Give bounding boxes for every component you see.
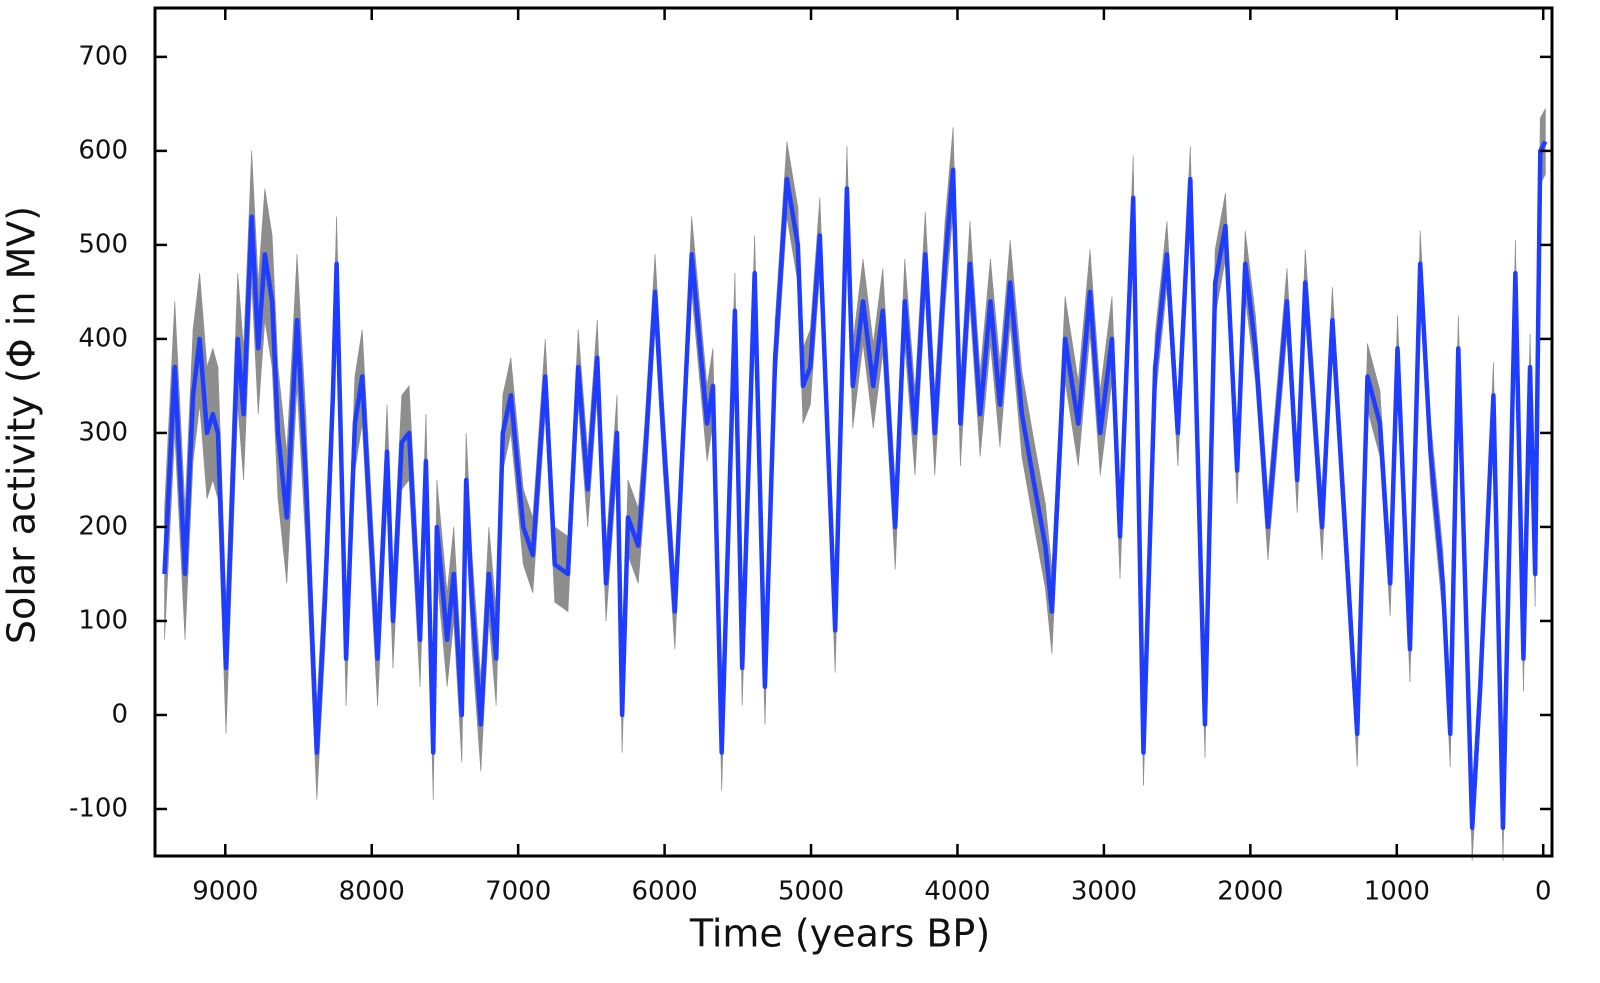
y-tick-label: -100	[69, 793, 128, 823]
x-tick-label: 1000	[1364, 877, 1430, 907]
x-tick-label: 9000	[192, 877, 258, 907]
y-axis-label: Solar activity (Φ in MV)	[0, 206, 44, 644]
x-tick-label: 7000	[485, 877, 551, 907]
data-line	[162, 140, 1548, 831]
y-tick-label: 700	[78, 41, 128, 71]
x-axis-label: Time (years BP)	[689, 912, 990, 956]
y-tick-label: 600	[78, 135, 128, 165]
x-tick-label: 0	[1535, 877, 1552, 907]
y-tick-label: 200	[78, 511, 128, 541]
x-tick-label: 3000	[1071, 877, 1137, 907]
x-tick-label: 5000	[778, 877, 844, 907]
y-tick-label: 400	[78, 323, 128, 353]
x-tick-label: 4000	[924, 877, 990, 907]
x-tick-label: 2000	[1217, 877, 1283, 907]
y-tick-label: 500	[78, 229, 128, 259]
x-tick-label: 6000	[632, 877, 698, 907]
y-tick-label: 0	[111, 699, 128, 729]
y-tick-label: 300	[78, 417, 128, 447]
y-tick-label: 100	[78, 605, 128, 635]
x-tick-label: 8000	[339, 877, 405, 907]
